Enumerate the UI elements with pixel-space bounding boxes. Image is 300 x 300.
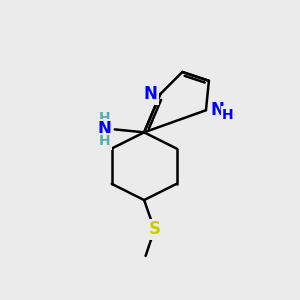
Text: H: H xyxy=(98,134,110,148)
Text: N: N xyxy=(143,85,158,103)
Text: H: H xyxy=(98,111,110,124)
Text: S: S xyxy=(148,220,160,238)
Text: H: H xyxy=(222,108,234,122)
Text: N: N xyxy=(98,120,111,138)
Text: N: N xyxy=(210,101,224,119)
